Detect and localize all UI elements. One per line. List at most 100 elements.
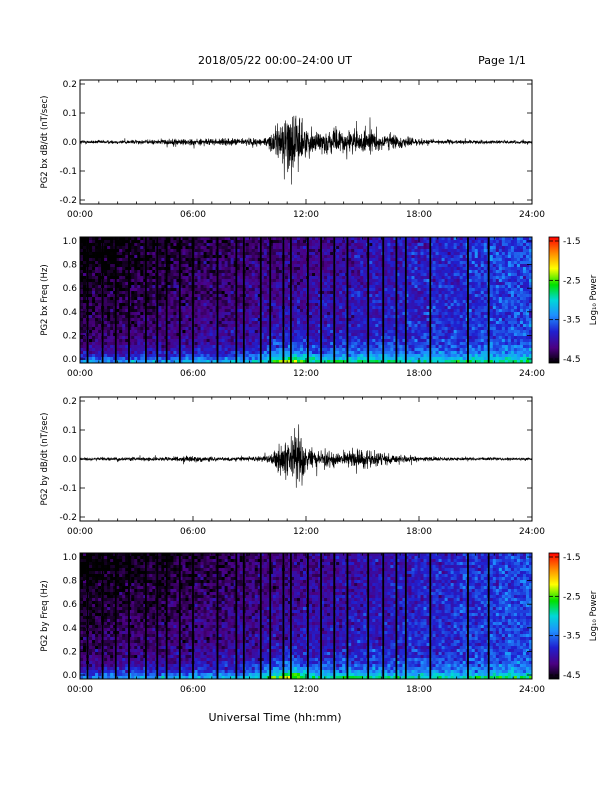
spectrogram-cell bbox=[330, 303, 334, 307]
spectrogram-cell bbox=[104, 270, 108, 274]
spectrogram-cell bbox=[119, 282, 123, 286]
spectrogram-cell bbox=[372, 246, 376, 250]
spectrogram-cell bbox=[354, 345, 358, 349]
spectrogram-cell bbox=[393, 252, 397, 256]
spectrogram-cell bbox=[98, 312, 102, 316]
spectrogram-cell bbox=[257, 360, 262, 364]
spectrogram-cell bbox=[98, 348, 102, 352]
spectrogram-cell bbox=[89, 258, 93, 262]
spectrogram-cell bbox=[375, 330, 379, 334]
spectrogram-cell bbox=[296, 303, 301, 307]
spectrogram-cell bbox=[263, 258, 268, 262]
spectrogram-cell bbox=[378, 237, 382, 241]
spectrogram-cell bbox=[182, 282, 186, 286]
spectrogram-cell bbox=[299, 351, 304, 355]
spectrogram-cell bbox=[194, 261, 198, 265]
spectrogram-cell bbox=[224, 297, 229, 301]
spectrogram-cell bbox=[372, 273, 376, 277]
spectrogram-cell bbox=[158, 312, 162, 316]
spectrogram-cell bbox=[137, 273, 141, 277]
spectrogram-cell bbox=[233, 357, 238, 361]
spectrogram-cell bbox=[284, 276, 289, 280]
spectrogram-cell bbox=[348, 339, 352, 343]
spectrogram-cell bbox=[80, 246, 84, 250]
spectrogram-cell bbox=[384, 267, 388, 271]
spectrogram-cell bbox=[182, 324, 186, 328]
spectrogram-cell bbox=[309, 264, 313, 268]
spectrogram-cell bbox=[179, 336, 183, 340]
spectrogram-cell bbox=[257, 291, 262, 295]
spectrogram-cell bbox=[293, 294, 298, 298]
spectrogram-cell bbox=[420, 243, 424, 247]
spectrogram-cell bbox=[312, 273, 316, 277]
spectrogram-cell bbox=[309, 297, 313, 301]
spectrogram-cell bbox=[224, 294, 229, 298]
spectrogram-cell bbox=[384, 357, 388, 361]
spectrogram-cell bbox=[426, 342, 430, 346]
spectrogram-cell bbox=[275, 255, 280, 259]
spectrogram-cell bbox=[299, 279, 304, 283]
spectrogram-cell bbox=[375, 342, 379, 346]
spectrogram-cell bbox=[143, 294, 147, 298]
spectrogram-cell bbox=[405, 318, 409, 322]
spectrogram-cell bbox=[426, 351, 430, 355]
spectrogram-cell bbox=[182, 345, 186, 349]
spectrogram-cell bbox=[315, 258, 319, 262]
spectrogram-cell bbox=[173, 291, 177, 295]
spectrogram-cell bbox=[293, 276, 298, 280]
spectrogram-cell bbox=[387, 285, 391, 289]
spectrogram-cell bbox=[146, 354, 150, 358]
spectrogram-cell bbox=[393, 285, 397, 289]
spectrogram-cell bbox=[414, 342, 418, 346]
spectrogram-cell bbox=[405, 237, 409, 241]
spectrogram-cell bbox=[179, 273, 183, 277]
spectrogram-cell bbox=[116, 300, 120, 304]
spectrogram-cell bbox=[321, 351, 325, 355]
spectrogram-cell bbox=[275, 354, 280, 358]
spectrogram-cell bbox=[269, 342, 274, 346]
spectrogram-cell bbox=[236, 261, 241, 265]
spectrogram-cell bbox=[405, 315, 409, 319]
spectrogram-cell bbox=[167, 249, 171, 253]
spectrogram-cell bbox=[342, 345, 346, 349]
spectrogram-cell bbox=[254, 291, 259, 295]
spectrogram-cell bbox=[188, 306, 192, 310]
spectrogram-cell bbox=[161, 309, 165, 313]
spectrogram-cell bbox=[263, 357, 268, 361]
spectrogram-cell bbox=[375, 321, 379, 325]
spectrogram-cell bbox=[194, 342, 198, 346]
spectrogram-cell bbox=[212, 333, 216, 337]
spectrogram-cell bbox=[176, 348, 180, 352]
spectrogram-cell bbox=[227, 309, 232, 313]
spectrogram-cell bbox=[293, 270, 298, 274]
spectrogram-cell bbox=[309, 261, 313, 265]
spectrogram-cell bbox=[194, 270, 198, 274]
spectrogram-cell bbox=[158, 270, 162, 274]
spectrogram-cell bbox=[128, 351, 132, 355]
spectrogram-cell bbox=[251, 258, 256, 262]
spectrogram-cell bbox=[254, 240, 259, 244]
spectrogram-cell bbox=[227, 312, 232, 316]
spectrogram-cell bbox=[104, 258, 108, 262]
spectrogram-cell bbox=[173, 312, 177, 316]
spectrogram-cell bbox=[233, 264, 238, 268]
spectrogram-cell bbox=[176, 339, 180, 343]
spectrogram-cell bbox=[152, 345, 156, 349]
spectrogram-cell bbox=[176, 360, 180, 364]
spectrogram-cell bbox=[176, 249, 180, 253]
spectrogram-cell bbox=[272, 285, 277, 289]
spectrogram-cell bbox=[414, 357, 418, 361]
spectrogram-cell bbox=[206, 249, 210, 253]
spectrogram-cell bbox=[330, 291, 334, 295]
spectrogram-cell bbox=[257, 252, 262, 256]
spectrogram-cell bbox=[290, 324, 295, 328]
spectrogram-cell bbox=[197, 240, 201, 244]
spectrogram-cell bbox=[324, 312, 328, 316]
spectrogram-cell bbox=[104, 339, 108, 343]
spectrogram-cell bbox=[251, 339, 256, 343]
spectrogram-cell bbox=[393, 360, 397, 364]
spectrogram-cell bbox=[173, 240, 177, 244]
spectrogram-cell bbox=[173, 303, 177, 307]
spectrogram-cell bbox=[315, 261, 319, 265]
spectrogram-cell bbox=[200, 348, 204, 352]
